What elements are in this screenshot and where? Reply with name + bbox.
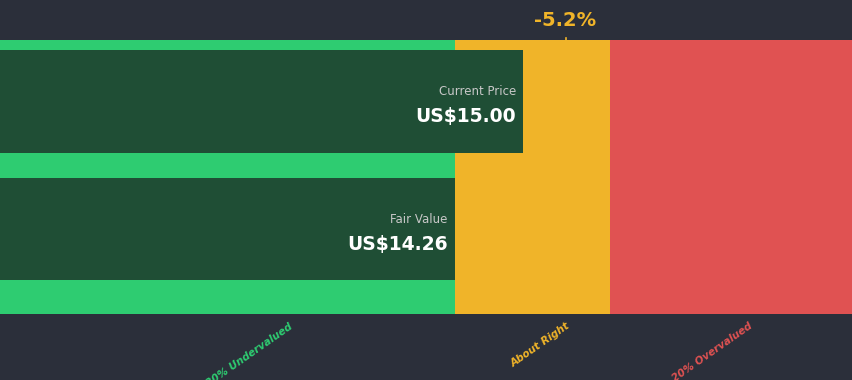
Text: 20% Overvalued: 20% Overvalued (670, 321, 753, 380)
Text: Current Price: Current Price (438, 86, 515, 98)
Text: About Right: About Right (509, 321, 571, 369)
Bar (454, 40, 609, 313)
Text: US$14.26: US$14.26 (347, 235, 447, 254)
Text: 20% Undervalued: 20% Undervalued (204, 321, 294, 380)
Bar (0, 178, 454, 280)
Bar (0, 40, 454, 313)
Bar (0, 50, 522, 153)
Text: -5.2%: -5.2% (534, 11, 596, 30)
Text: US$15.00: US$15.00 (415, 107, 515, 126)
Text: Fair Value: Fair Value (390, 213, 447, 226)
Text: Overvalued: Overvalued (527, 53, 602, 66)
Bar (609, 40, 852, 313)
